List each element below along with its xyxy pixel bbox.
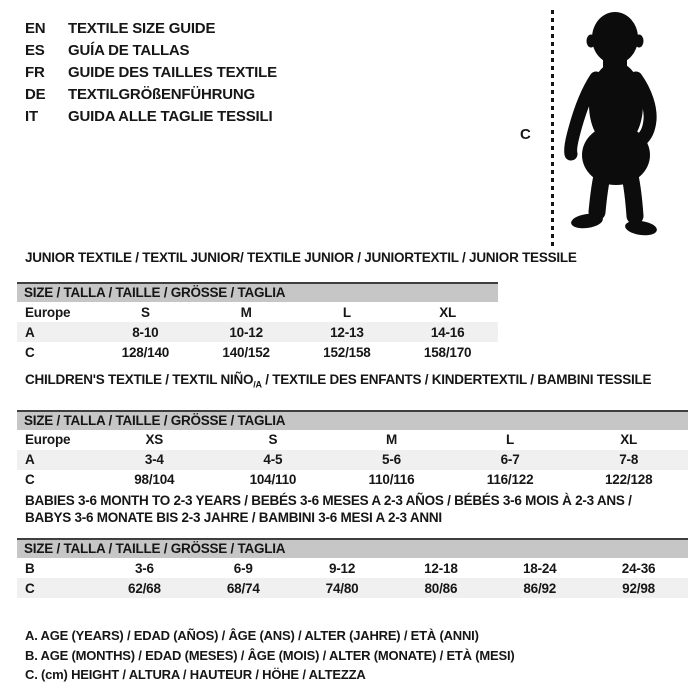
table-cell: XL xyxy=(439,304,457,320)
language-title: GUIDA ALLE TAGLIE TESSILI xyxy=(68,108,273,125)
language-code: EN xyxy=(25,20,46,37)
table-cell: M xyxy=(385,432,397,448)
table-row: C 98/104 104/110 110/116 116/122 122/128 xyxy=(17,470,688,490)
table-cell: 6-7 xyxy=(500,452,520,468)
language-row-fr: FR GUIDE DES TAILLES TEXTILE xyxy=(25,62,277,84)
language-code: ES xyxy=(25,42,45,59)
size-header-bar: SIZE / TALLA / TAILLE / GRÖSSE / TAGLIA xyxy=(17,409,688,430)
table-cell: L xyxy=(506,432,515,448)
table-cell: 92/98 xyxy=(622,580,655,596)
table-cell: 3-6 xyxy=(134,560,154,576)
height-dashed-line xyxy=(551,10,554,247)
table-cell: S xyxy=(268,432,278,448)
legend-line-b: B. AGE (MONTHS) / EDAD (MESES) / ÂGE (MO… xyxy=(25,647,515,663)
table-cell: 158/170 xyxy=(423,344,472,360)
children-title-part1: CHILDREN'S TEXTILE / TEXTIL NIÑO xyxy=(25,372,254,387)
table-cell: 98/104 xyxy=(134,472,175,488)
table-cell: 152/158 xyxy=(323,344,371,360)
table-cell: 12-18 xyxy=(424,560,458,576)
table-cell: M xyxy=(240,304,252,320)
junior-size-table: Europe S M L XL A 8-10 10-12 12-13 14-16 C 128/140 1… xyxy=(17,302,498,362)
table-cell: 14-16 xyxy=(430,324,465,340)
junior-section-title: JUNIOR TEXTILE / TEXTIL JUNIOR/ TEXTILE … xyxy=(25,250,577,265)
table-cell: 62/68 xyxy=(128,580,161,596)
table-row: Europe S M L XL xyxy=(17,302,498,322)
table-row: B 3-6 6-9 9-12 12-18 18-24 24-36 xyxy=(17,558,688,578)
babies-size-table: B 3-6 6-9 9-12 12-18 18-24 24-36 C 62/68 68/74 74/… xyxy=(17,558,688,598)
language-title: TEXTILGRÖßENFÜHRUNG xyxy=(68,86,256,103)
legend-line-c: C. (cm) HEIGHT / ALTURA / HAUTEUR / HÖHE… xyxy=(25,667,366,682)
children-title-subscript: /A xyxy=(253,379,262,390)
table-cell: 104/110 xyxy=(249,472,297,488)
babies-title-line1: BABIES 3-6 MONTH TO 2-3 YEARS / BEBÉS 3-… xyxy=(25,493,632,508)
table-cell: XL xyxy=(620,432,638,448)
table-cell: 116/122 xyxy=(486,472,534,488)
table-cell: 128/140 xyxy=(121,344,170,360)
table-cell: 7-8 xyxy=(619,452,639,468)
table-cell: 18-24 xyxy=(522,560,557,576)
language-code: DE xyxy=(25,86,46,103)
children-title-part2: / TEXTILE DES ENFANTS / KINDERTEXTIL / B… xyxy=(261,372,652,387)
language-code: FR xyxy=(25,64,45,81)
table-cell: 86/92 xyxy=(523,580,557,596)
junior-textile-section: JUNIOR TEXTILE / TEXTIL JUNIOR/ TEXTILE … xyxy=(17,249,577,362)
legend-line-a: A. AGE (YEARS) / EDAD (AÑOS) / ÂGE (ANS)… xyxy=(25,628,479,643)
babies-textile-section: BABIES 3-6 MONTH TO 2-3 YEARS / BEBÉS 3-… xyxy=(17,492,688,598)
table-row: C 128/140 140/152 152/158 158/170 xyxy=(17,342,498,362)
language-row-en: EN TEXTILE SIZE GUIDE xyxy=(25,18,277,40)
measurement-legend: A. AGE (YEARS) / EDAD (AÑOS) / ÂGE (ANS)… xyxy=(25,626,515,685)
row-label: C xyxy=(25,472,35,488)
table-row: Europe XS S M L XL xyxy=(17,430,688,450)
table-cell: 5-6 xyxy=(382,452,401,468)
height-measure-label: C xyxy=(520,126,531,143)
row-label: B xyxy=(25,560,35,576)
children-size-table: Europe XS S M L XL A 3-4 4-5 5-6 6-7 7-8 C 98/104 104/… xyxy=(17,430,688,490)
language-row-de: DE TEXTILGRÖßENFÜHRUNG xyxy=(25,84,277,106)
table-cell: 10-12 xyxy=(229,324,263,340)
table-cell: 140/152 xyxy=(222,344,270,360)
language-list: EN TEXTILE SIZE GUIDE ES GUÍA DE TALLAS … xyxy=(25,18,277,128)
table-cell: 4-5 xyxy=(263,452,283,468)
babies-section-title: BABIES 3-6 MONTH TO 2-3 YEARS / BEBÉS 3-… xyxy=(17,492,688,526)
language-title: GUÍA DE TALLAS xyxy=(68,42,190,59)
toddler-silhouette-icon xyxy=(564,12,657,236)
row-label: Europe xyxy=(25,432,71,448)
table-cell: 12-13 xyxy=(330,324,364,340)
children-textile-section: CHILDREN'S TEXTILE / TEXTIL NIÑO/A / TEX… xyxy=(17,371,688,490)
table-cell: XS xyxy=(145,432,164,448)
babies-title-line2: BABYS 3-6 MONATE BIS 2-3 JAHRE / BAMBINI… xyxy=(25,510,442,525)
table-cell: 24-36 xyxy=(621,560,656,576)
row-label: C xyxy=(25,344,35,360)
row-label: A xyxy=(25,324,35,340)
table-cell: S xyxy=(140,304,150,320)
table-cell: 9-12 xyxy=(328,560,356,576)
language-row-es: ES GUÍA DE TALLAS xyxy=(25,40,277,62)
table-row: A 3-4 4-5 5-6 6-7 7-8 xyxy=(17,449,688,470)
table-cell: 110/116 xyxy=(368,472,415,488)
children-section-title: CHILDREN'S TEXTILE / TEXTIL NIÑO/A / TEX… xyxy=(17,371,688,394)
row-label: A xyxy=(25,452,35,468)
size-header-bar: SIZE / TALLA / TAILLE / GRÖSSE / TAGLIA xyxy=(17,282,498,302)
table-cell: L xyxy=(342,304,351,320)
table-cell: 6-9 xyxy=(233,560,253,576)
language-code: IT xyxy=(25,108,38,125)
row-label: Europe xyxy=(25,304,71,320)
table-cell: 122/128 xyxy=(604,472,653,488)
table-row: A 8-10 10-12 12-13 14-16 xyxy=(17,322,498,342)
size-header-bar: SIZE / TALLA / TAILLE / GRÖSSE / TAGLIA xyxy=(17,538,688,558)
language-title: TEXTILE SIZE GUIDE xyxy=(68,20,216,37)
table-row: C 62/68 68/74 74/80 80/86 86/92 92/98 xyxy=(17,578,688,598)
table-cell: 80/86 xyxy=(424,580,458,596)
language-title: GUIDE DES TAILLES TEXTILE xyxy=(68,64,277,81)
table-cell: 8-10 xyxy=(132,324,159,340)
row-label: C xyxy=(25,580,35,596)
table-cell: 74/80 xyxy=(325,580,359,596)
table-cell: 68/74 xyxy=(226,580,260,596)
table-cell: 3-4 xyxy=(144,452,164,468)
language-row-it: IT GUIDA ALLE TAGLIE TESSILI xyxy=(25,106,277,128)
